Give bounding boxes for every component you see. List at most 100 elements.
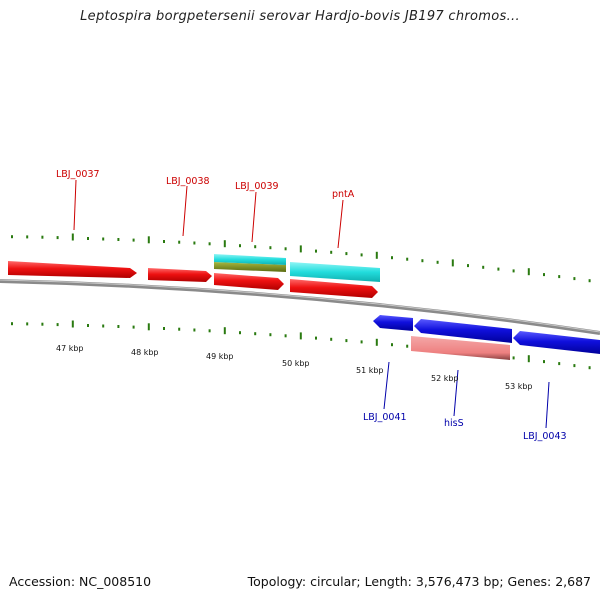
gene-label[interactable]: LBJ_0037 xyxy=(56,169,100,180)
minor-tick xyxy=(87,237,89,240)
minor-tick xyxy=(360,253,363,257)
minor-tick xyxy=(406,257,409,261)
minor-tick xyxy=(512,356,515,360)
kbp-label: 48 kbp xyxy=(131,348,159,357)
minor-tick xyxy=(330,250,333,254)
rna-feature[interactable] xyxy=(290,262,380,282)
minor-tick xyxy=(11,235,13,239)
kbp-label: 50 kbp xyxy=(282,359,310,368)
gene-arrow[interactable] xyxy=(290,279,378,298)
minor-tick xyxy=(117,238,120,241)
minor-tick xyxy=(588,366,591,370)
gene-arrow[interactable] xyxy=(513,331,600,354)
minor-tick xyxy=(254,332,257,336)
minor-tick xyxy=(56,323,59,327)
minor-tick xyxy=(41,235,44,239)
minor-tick xyxy=(163,327,165,330)
minor-tick xyxy=(41,322,44,326)
gene-label[interactable]: pntA xyxy=(332,189,355,200)
gene-label[interactable]: LBJ_0043 xyxy=(523,431,567,442)
gene-arrow[interactable] xyxy=(414,319,512,343)
minor-tick xyxy=(117,325,120,328)
minor-tick xyxy=(132,238,135,242)
minor-tick xyxy=(284,247,287,251)
gene-arrow[interactable] xyxy=(373,315,413,331)
minor-tick xyxy=(588,279,591,283)
minor-tick xyxy=(573,364,576,368)
minor-tick xyxy=(558,362,561,366)
olive-feature[interactable] xyxy=(214,262,286,272)
gene-arrow[interactable] xyxy=(214,273,284,290)
upper-tick-row xyxy=(11,233,591,283)
minor-tick xyxy=(421,259,424,263)
minor-tick xyxy=(315,249,317,253)
minor-tick xyxy=(284,334,287,338)
minor-tick xyxy=(178,240,181,244)
major-tick xyxy=(527,355,530,363)
minor-tick xyxy=(26,322,29,326)
minor-tick xyxy=(345,252,348,256)
minor-tick xyxy=(391,256,393,260)
major-tick xyxy=(71,320,74,328)
minor-tick xyxy=(467,264,469,268)
minor-tick xyxy=(436,260,439,264)
minor-tick xyxy=(254,245,257,249)
kbp-label: 52 kbp xyxy=(431,374,459,383)
minor-tick xyxy=(558,275,561,279)
minor-tick xyxy=(360,340,363,344)
gene-label[interactable]: LBJ_0041 xyxy=(363,412,407,423)
kbp-label: 49 kbp xyxy=(206,352,234,361)
kbp-label: 47 kbp xyxy=(56,344,84,353)
major-tick xyxy=(147,323,150,331)
minor-tick xyxy=(132,325,135,329)
minor-tick xyxy=(543,273,545,277)
minor-tick xyxy=(102,324,105,328)
minor-tick xyxy=(239,244,241,248)
minor-tick xyxy=(512,269,515,273)
minor-tick xyxy=(315,336,317,340)
gene-label[interactable]: hisS xyxy=(444,418,464,429)
rna-feature[interactable] xyxy=(214,254,286,265)
minor-tick xyxy=(482,265,485,269)
major-tick xyxy=(375,251,378,259)
minor-tick xyxy=(163,240,165,243)
accession-text: Accession: NC_008510 xyxy=(9,574,152,589)
major-tick xyxy=(527,268,530,276)
minor-tick xyxy=(11,322,13,326)
map-title: Leptospira borgpetersenii serovar Hardjo… xyxy=(80,9,520,24)
minor-tick xyxy=(26,235,29,239)
minor-tick xyxy=(345,339,348,343)
minor-tick xyxy=(56,236,59,240)
kbp-label: 53 kbp xyxy=(505,382,533,391)
minor-tick xyxy=(391,343,393,347)
chromosome-backbone xyxy=(0,279,600,335)
major-tick xyxy=(223,327,226,335)
minor-tick xyxy=(573,277,576,281)
minor-tick xyxy=(406,344,409,348)
kbp-label: 51 kbp xyxy=(356,366,384,375)
minor-tick xyxy=(208,329,211,333)
minor-tick xyxy=(269,246,272,250)
gene-arrow[interactable] xyxy=(8,261,137,278)
major-tick xyxy=(375,338,378,346)
genome-summary-text: Topology: circular; Length: 3,576,473 bp… xyxy=(247,574,591,589)
minor-tick xyxy=(330,337,333,341)
minor-tick xyxy=(193,328,196,332)
pink-feature[interactable] xyxy=(411,336,510,360)
major-tick xyxy=(223,240,226,248)
major-tick xyxy=(147,236,150,244)
gene-label[interactable]: LBJ_0039 xyxy=(235,181,279,192)
minor-tick xyxy=(178,327,181,331)
major-tick xyxy=(71,233,74,241)
major-tick xyxy=(451,259,454,267)
minor-tick xyxy=(208,242,211,246)
gene-arrow[interactable] xyxy=(148,268,212,282)
minor-tick xyxy=(543,360,545,364)
minor-tick xyxy=(193,241,196,245)
major-tick xyxy=(299,332,302,340)
minor-tick xyxy=(269,333,272,337)
minor-tick xyxy=(239,331,241,335)
major-tick xyxy=(299,245,302,253)
gene-label[interactable]: LBJ_0038 xyxy=(166,176,210,187)
